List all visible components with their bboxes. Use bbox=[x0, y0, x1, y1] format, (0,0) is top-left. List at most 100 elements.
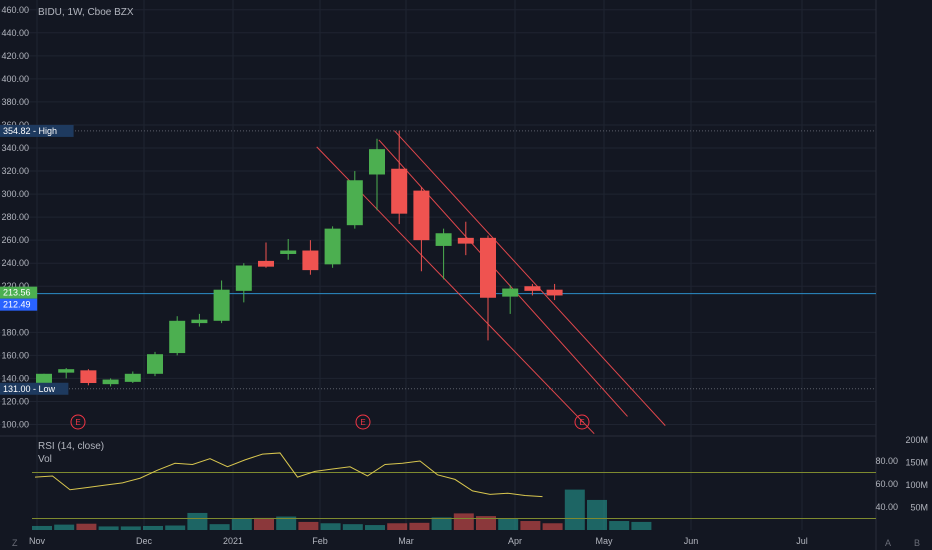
volume-bar bbox=[631, 521, 652, 530]
price-tick: 260.00 bbox=[1, 235, 29, 245]
volume-bar bbox=[143, 525, 163, 530]
candle-body bbox=[324, 228, 341, 265]
price-tick: 420.00 bbox=[1, 51, 29, 61]
price-tick: 120.00 bbox=[1, 396, 29, 406]
channel-line bbox=[394, 130, 666, 426]
earnings-label: E bbox=[579, 418, 584, 427]
volume-tick: 50M bbox=[910, 503, 928, 513]
candle-body bbox=[346, 180, 363, 226]
prev-close-tag: 212.49 bbox=[3, 300, 31, 310]
auto-scale-button[interactable]: A bbox=[885, 538, 892, 548]
chart-title: BIDU, 1W, Cboe BZX bbox=[38, 7, 134, 18]
volume-bar bbox=[476, 516, 496, 530]
candle-body bbox=[213, 289, 230, 321]
volume-bar bbox=[498, 518, 519, 530]
price-tick: 320.00 bbox=[1, 166, 29, 176]
price-tick: 140.00 bbox=[1, 373, 29, 383]
volume-tick: 200M bbox=[905, 435, 928, 445]
channel-line bbox=[378, 139, 628, 417]
price-tick: 100.00 bbox=[1, 419, 29, 429]
price-tick: 460.00 bbox=[1, 5, 29, 15]
last-price-tag-bg bbox=[0, 286, 38, 299]
time-label: Jun bbox=[684, 536, 699, 546]
volume-bar bbox=[165, 525, 186, 530]
price-tick: 340.00 bbox=[1, 143, 29, 153]
axes: Nov Dec 2021 Feb Mar Apr May Jun Jul 460.00 440.00… bbox=[0, 5, 928, 546]
rsi-panel bbox=[32, 452, 876, 530]
candle-body bbox=[457, 237, 474, 244]
time-label: Nov bbox=[29, 536, 46, 546]
volume-bar bbox=[254, 517, 274, 530]
zoom-icon[interactable]: Z bbox=[12, 538, 18, 548]
candle-body bbox=[546, 289, 563, 296]
candle-body bbox=[480, 237, 496, 298]
rsi-label: RSI (14, close) bbox=[38, 441, 105, 452]
time-label: 2021 bbox=[223, 536, 243, 546]
candle-body bbox=[80, 370, 97, 384]
high-tag: 354.82 - High bbox=[3, 126, 57, 136]
volume-bar bbox=[320, 523, 341, 530]
volume-bar bbox=[32, 525, 52, 530]
price-tick: 220.00 bbox=[1, 281, 29, 291]
volume-bar bbox=[564, 489, 585, 530]
candle-body bbox=[391, 168, 408, 214]
rsi-tick: 60.00 bbox=[875, 479, 898, 489]
earnings-marker bbox=[574, 414, 590, 430]
high-tag-bg bbox=[0, 124, 74, 137]
volume-bar bbox=[209, 524, 230, 530]
volume-bar bbox=[276, 516, 297, 530]
volume-tick: 150M bbox=[905, 458, 928, 468]
candle-body bbox=[369, 149, 385, 175]
volume-bar bbox=[609, 521, 630, 530]
earnings-label: E bbox=[360, 418, 365, 427]
volume-bar bbox=[542, 523, 563, 530]
volume-bar bbox=[98, 526, 119, 530]
prev-close-tag-bg bbox=[0, 298, 38, 311]
volume-bar bbox=[298, 521, 319, 530]
earnings-marker bbox=[355, 414, 371, 430]
channel-lines[interactable] bbox=[316, 130, 666, 435]
candle-body bbox=[169, 320, 186, 354]
time-label: Feb bbox=[312, 536, 328, 546]
time-label: Jul bbox=[796, 536, 808, 546]
channel-line bbox=[316, 146, 595, 435]
candle-body bbox=[435, 233, 452, 246]
volume-bar bbox=[54, 524, 75, 530]
price-tick: 280.00 bbox=[1, 212, 29, 222]
candle-body bbox=[147, 354, 163, 374]
time-label: Mar bbox=[398, 536, 414, 546]
volume-bar bbox=[76, 523, 97, 530]
candle-body bbox=[280, 250, 297, 254]
candle-body bbox=[302, 250, 319, 271]
volume-tick: 100M bbox=[905, 480, 928, 490]
volume-bar bbox=[520, 521, 541, 530]
price-tick: 180.00 bbox=[1, 327, 29, 337]
rsi-tick: 40.00 bbox=[875, 502, 898, 512]
earnings-marker bbox=[70, 414, 86, 430]
volume-bar bbox=[587, 499, 607, 530]
price-tick: 300.00 bbox=[1, 189, 29, 199]
candle-body bbox=[524, 286, 541, 291]
time-label: May bbox=[595, 536, 613, 546]
volume-bar bbox=[387, 523, 408, 530]
candle-body bbox=[124, 373, 141, 382]
candle-body bbox=[502, 288, 519, 297]
candles[interactable] bbox=[36, 130, 563, 389]
candle-body bbox=[258, 260, 274, 267]
candle-body bbox=[36, 373, 52, 384]
earnings-label: E bbox=[75, 418, 80, 427]
rsi-line bbox=[34, 452, 543, 498]
log-scale-button[interactable]: B bbox=[914, 538, 921, 548]
candle-body bbox=[58, 369, 75, 373]
price-tick: 440.00 bbox=[1, 28, 29, 38]
price-tick: 380.00 bbox=[1, 97, 29, 107]
volume-bar bbox=[342, 524, 363, 530]
low-tag-bg bbox=[0, 382, 69, 395]
time-label: Apr bbox=[508, 536, 522, 546]
volume-bar bbox=[409, 522, 430, 530]
volume-bar bbox=[365, 525, 385, 530]
candle-body bbox=[191, 319, 208, 324]
grid bbox=[0, 0, 877, 550]
